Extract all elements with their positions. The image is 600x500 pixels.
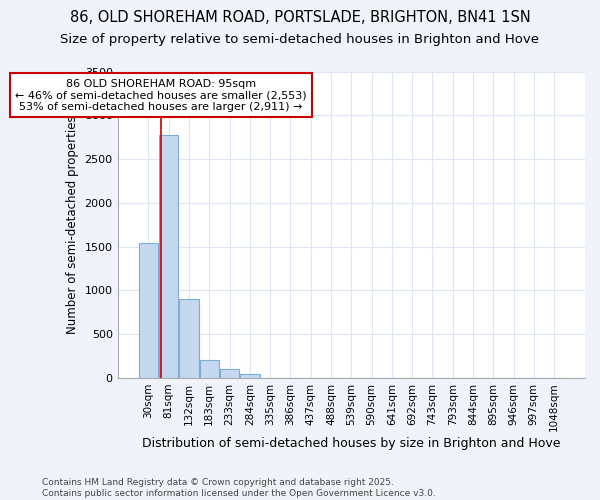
Bar bbox=[139, 243, 158, 378]
Bar bbox=[220, 369, 239, 378]
Bar bbox=[179, 299, 199, 378]
X-axis label: Distribution of semi-detached houses by size in Brighton and Hove: Distribution of semi-detached houses by … bbox=[142, 437, 560, 450]
Text: 86 OLD SHOREHAM ROAD: 95sqm
← 46% of semi-detached houses are smaller (2,553)
53: 86 OLD SHOREHAM ROAD: 95sqm ← 46% of sem… bbox=[15, 78, 307, 112]
Bar bbox=[200, 360, 219, 378]
Bar bbox=[159, 134, 178, 378]
Text: Contains HM Land Registry data © Crown copyright and database right 2025.
Contai: Contains HM Land Registry data © Crown c… bbox=[42, 478, 436, 498]
Text: 86, OLD SHOREHAM ROAD, PORTSLADE, BRIGHTON, BN41 1SN: 86, OLD SHOREHAM ROAD, PORTSLADE, BRIGHT… bbox=[70, 10, 530, 25]
Y-axis label: Number of semi-detached properties: Number of semi-detached properties bbox=[66, 116, 79, 334]
Bar bbox=[240, 374, 260, 378]
Text: Size of property relative to semi-detached houses in Brighton and Hove: Size of property relative to semi-detach… bbox=[61, 32, 539, 46]
